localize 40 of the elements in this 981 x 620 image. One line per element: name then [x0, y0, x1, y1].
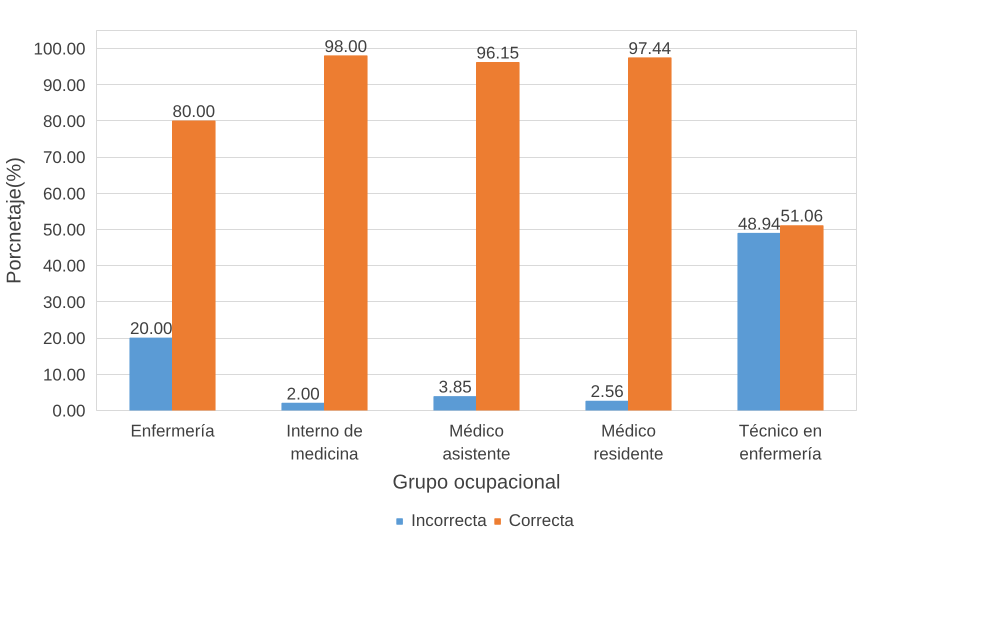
y-tick-label: 40.00: [42, 256, 86, 276]
y-tick-label: 0.00: [52, 402, 86, 420]
data-label: 2.00: [286, 384, 320, 404]
data-label: 20.00: [130, 319, 172, 338]
bar: [737, 232, 781, 410]
data-label: 80.00: [172, 102, 216, 121]
data-label: 97.44: [628, 38, 672, 58]
y-tick-label: 30.00: [42, 292, 86, 312]
y-axis-title: Porcnetaje(%): [4, 157, 26, 284]
data-label: 48.94: [738, 214, 780, 234]
legend-label: Incorrecta: [411, 511, 487, 531]
y-tick-label: 90.00: [42, 76, 86, 95]
x-tick-label: Técnico en enfermería: [738, 422, 822, 464]
x-tick-label: Médico residente: [594, 422, 664, 464]
y-tick-label: 20.00: [42, 329, 86, 348]
bar: [780, 225, 824, 410]
y-tick-label: 70.00: [42, 148, 86, 168]
bar: [324, 55, 368, 410]
legend-label: Correcta: [508, 511, 574, 531]
data-label: 2.56: [590, 382, 624, 402]
y-tick-label: 10.00: [42, 365, 86, 384]
bar: [585, 400, 629, 410]
x-axis-title: Grupo ocupacional: [392, 471, 560, 494]
bar: [281, 402, 325, 410]
y-tick-label: 50.00: [42, 220, 86, 240]
x-tick-label: Médico asistente: [442, 422, 511, 464]
data-label: 51.06: [780, 206, 824, 226]
data-label: 96.15: [476, 44, 520, 63]
bar: [433, 396, 477, 410]
bar: [172, 120, 216, 410]
x-tick-label: Enfermería: [130, 422, 216, 440]
bar: [476, 62, 520, 410]
bar: [129, 338, 173, 410]
y-tick-label: 60.00: [42, 184, 86, 204]
x-tick-label: Interno de medicina: [286, 422, 363, 464]
y-tick-label: 80.00: [42, 112, 86, 131]
data-label: 3.85: [438, 378, 472, 397]
y-tick-label: 100.00: [34, 40, 86, 59]
data-label: 98.00: [324, 36, 368, 56]
bar: [628, 57, 672, 410]
